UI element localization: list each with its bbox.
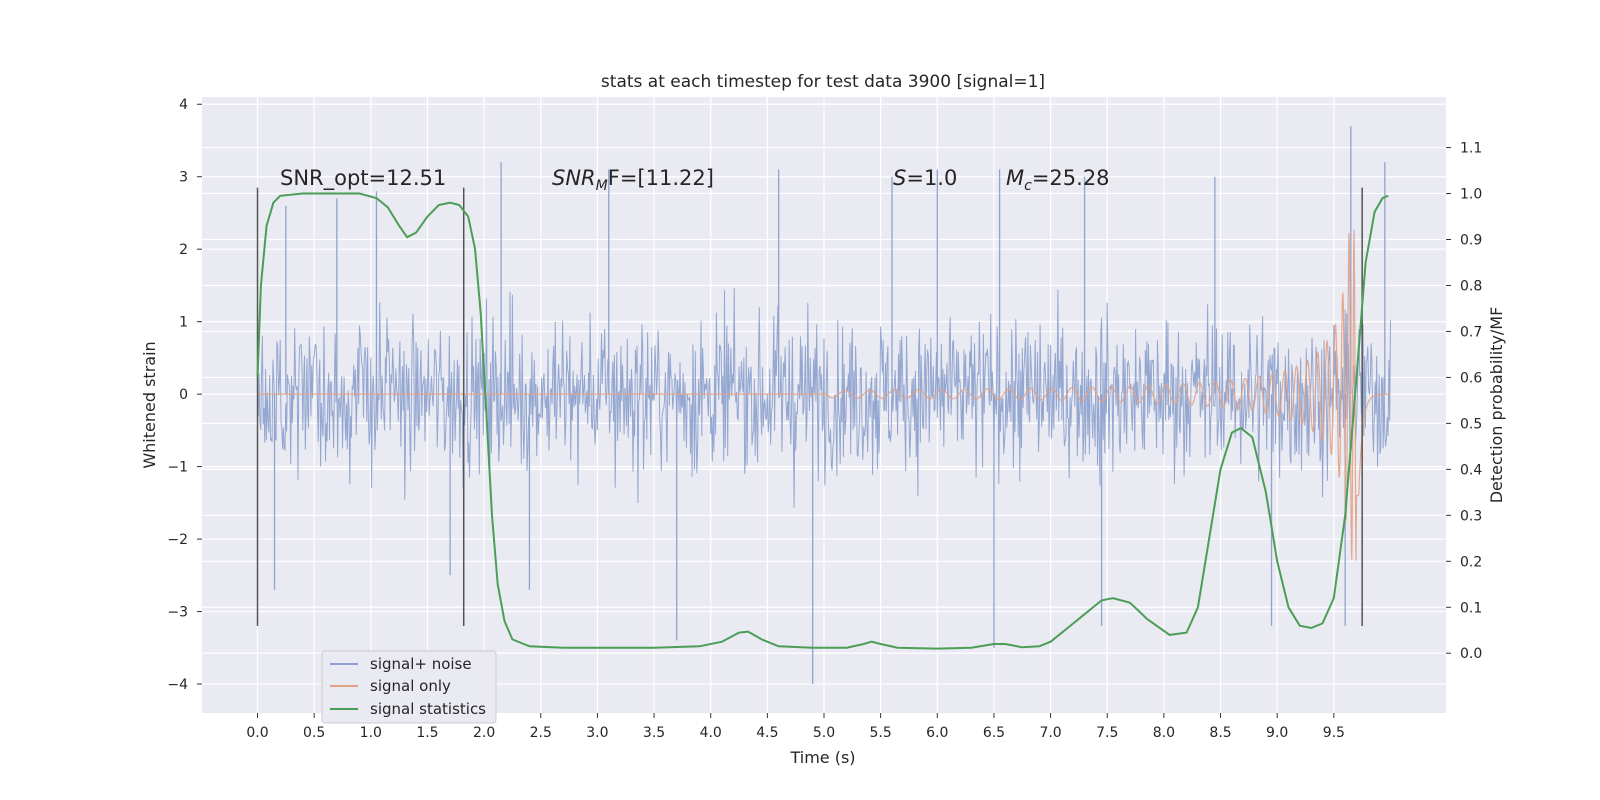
right-tick-label: 1.1 [1460,141,1482,157]
right-tick-label: 0.4 [1460,462,1482,478]
x-tick-label: 9.5 [1323,725,1345,741]
right-tick-label: 0.5 [1460,416,1482,432]
legend-box [321,650,497,724]
right-tick-label: 0.0 [1460,646,1482,662]
right-tick-label: 0.8 [1460,278,1482,294]
y-tick-label: 3 [179,170,188,186]
x-tick-label: 0.5 [303,725,325,741]
signal-only-line [257,229,1391,561]
y-tick-label: 4 [179,97,188,113]
signal-statistics-line [256,192,1389,650]
x-tick-label: 8.5 [1209,725,1231,741]
y-tick-label: −4 [167,677,188,693]
x-tick-label: 2.0 [473,725,495,741]
signal-statistics-series [256,192,1389,650]
legend-label-noise: signal+ noise [370,655,472,673]
right-tick-label: 0.9 [1460,233,1482,249]
x-tick-label: 4.5 [756,725,778,741]
mc-value: =25.28 [1032,166,1110,190]
legend: signal+ noise signal only signal statist… [321,650,497,724]
s-value: =1.0 [906,166,957,190]
y-axis-label: Whitened strain [140,341,159,468]
x-axis-ticks: 0.0 0.5 1.0 1.5 2.0 2.5 3.0 3.5 4.0 4.5 5.0 5.5 6.0 6… [246,713,1345,741]
y-tick-label: 0 [179,387,188,403]
mc-annotation: Mc=25.28 [1006,166,1110,194]
snr-mf-value: F=[11.22] [608,166,714,190]
right-axis-label: Detection probability/MF [1487,307,1506,504]
snr-mf-label: SNR [552,166,596,190]
x-tick-label: 3.0 [586,725,608,741]
signal-noise-series [257,125,1391,685]
mc-subscript: c [1024,178,1032,194]
snr-mf-annotation: SNRMF=[11.22] [552,166,714,194]
chart-title: stats at each timestep for test data 390… [601,72,1045,92]
y-tick-label: 2 [179,242,188,258]
vertical-markers [256,187,1363,627]
y-tick-label: 1 [179,315,188,331]
x-tick-label: 3.5 [643,725,665,741]
x-tick-label: 1.0 [360,725,382,741]
y-tick-label: −1 [167,460,188,476]
right-tick-label: 0.1 [1460,600,1482,616]
s-label: S [893,166,906,190]
x-tick-label: 6.0 [926,725,948,741]
s-annotation: S=1.0 [893,166,957,190]
y-axis-ticks: 4 3 2 1 0 −1 −2 −3 −4 [167,97,202,693]
x-tick-label: 2.5 [530,725,552,741]
y-tick-label: −3 [167,605,188,621]
signal-only-series [257,229,1391,561]
snr-mf-subscript: M [596,178,608,194]
snr-opt-annotation: SNR_opt=12.51 [280,166,446,191]
right-tick-label: 0.3 [1460,508,1482,524]
x-tick-label: 5.5 [870,725,892,741]
right-tick-label: 1.0 [1460,187,1482,203]
x-tick-label: 4.0 [700,725,722,741]
right-tick-label: 0.2 [1460,554,1482,570]
right-axis-ticks: 1.1 1.0 0.9 0.8 0.7 0.6 0.5 0.4 0.3 0.2 0.1 0.0 [1446,141,1482,662]
x-axis-label: Time (s) [789,748,855,767]
x-tick-label: 1.5 [416,725,438,741]
right-tick-label: 0.7 [1460,324,1482,340]
mc-label: M [1006,166,1024,190]
x-tick-label: 7.0 [1039,725,1061,741]
legend-label-signal: signal only [370,677,451,695]
x-tick-label: 9.0 [1266,725,1288,741]
legend-label-statistics: signal statistics [370,700,486,718]
right-tick-label: 0.6 [1460,370,1482,386]
x-tick-label: 0.0 [246,725,268,741]
x-tick-label: 8.0 [1153,725,1175,741]
x-tick-label: 5.0 [813,725,835,741]
signal-noise-line [257,288,1391,508]
x-tick-label: 7.5 [1096,725,1118,741]
y-tick-label: −2 [167,532,188,548]
x-tick-label: 6.5 [983,725,1005,741]
